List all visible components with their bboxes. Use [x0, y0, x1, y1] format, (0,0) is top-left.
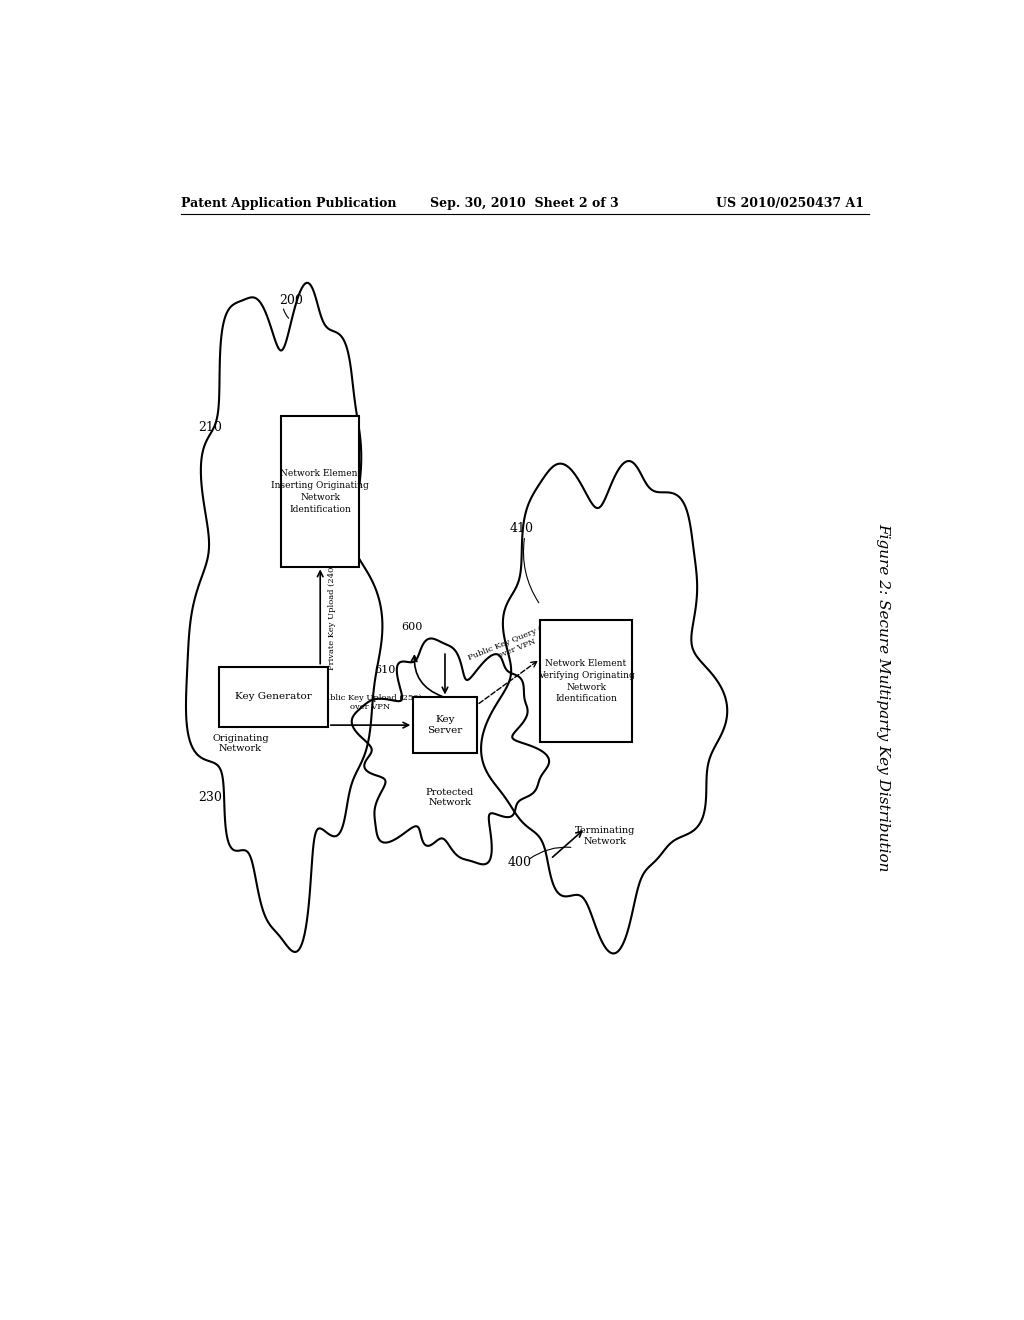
Text: 400: 400 [508, 857, 531, 870]
Text: 410: 410 [509, 521, 534, 535]
Text: Patent Application Publication: Patent Application Publication [180, 197, 396, 210]
Text: 200: 200 [280, 294, 303, 308]
Text: Terminating
Network: Terminating Network [574, 826, 635, 846]
Text: Originating
Network: Originating Network [212, 734, 268, 754]
Text: Key Generator: Key Generator [236, 692, 312, 701]
Text: Sep. 30, 2010  Sheet 2 of 3: Sep. 30, 2010 Sheet 2 of 3 [430, 197, 620, 210]
Text: 210: 210 [198, 421, 221, 434]
Text: Private Key Upload (240): Private Key Upload (240) [328, 564, 336, 669]
Text: 610: 610 [374, 665, 395, 676]
Text: US 2010/0250437 A1: US 2010/0250437 A1 [716, 197, 864, 210]
Text: Network Element
Inserting Originating
Network
Identification: Network Element Inserting Originating Ne… [271, 469, 369, 513]
Text: Key
Server: Key Server [427, 715, 463, 735]
Bar [219, 667, 328, 726]
Text: Network Element
Verifying Originating
Network
Identification: Network Element Verifying Originating Ne… [538, 659, 635, 704]
Bar [282, 416, 359, 566]
Text: Public Key Upload (250)
over VPN: Public Key Upload (250) over VPN [319, 694, 422, 711]
Bar [414, 697, 477, 752]
Bar [541, 620, 632, 742]
Text: Public Key Query (630)
over VPN: Public Key Query (630) over VPN [467, 618, 564, 671]
Text: Protected
Network: Protected Network [426, 788, 474, 808]
Text: 230: 230 [198, 791, 221, 804]
Text: 600: 600 [400, 622, 422, 631]
Text: Figure 2: Secure Multiparty Key Distribution: Figure 2: Secure Multiparty Key Distribu… [877, 523, 891, 871]
